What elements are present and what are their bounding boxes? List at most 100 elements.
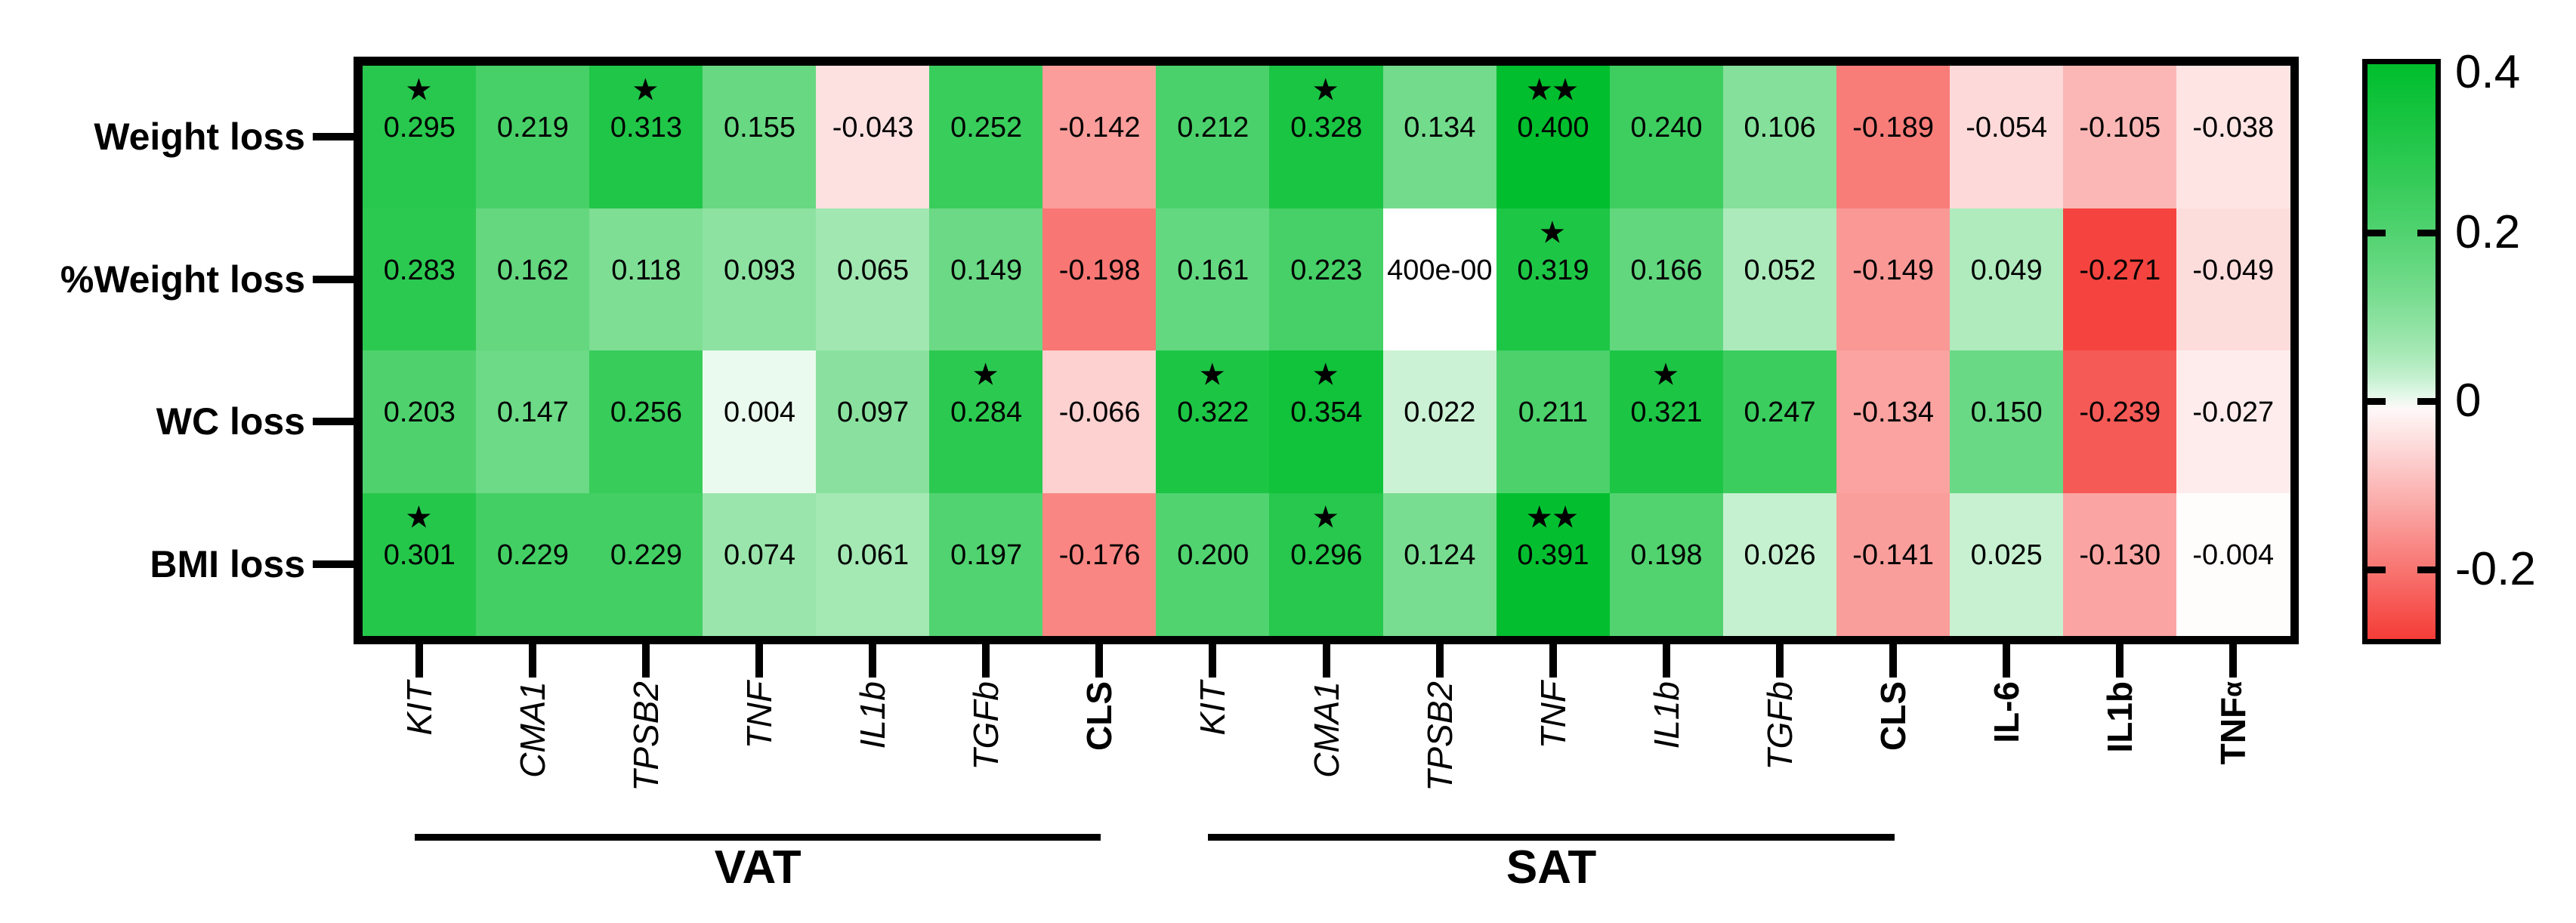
cell-value: 0.155 [723, 112, 796, 144]
heatmap-cell: 0.061 [816, 492, 930, 636]
column-tick [642, 644, 650, 678]
column-label-text: CLS [1080, 681, 1120, 751]
cell-value: 0.211 [1518, 397, 1589, 428]
column-tick [1435, 644, 1444, 678]
column-tick [869, 644, 877, 678]
cell-value: 0.197 [950, 539, 1023, 571]
cell-value: 0.065 [837, 254, 910, 286]
column-label: TGFb [959, 681, 1012, 923]
cell-value: 0.203 [383, 397, 456, 428]
column-label: IL-6 [1980, 681, 2033, 923]
heatmap-cell: -0.066 [1042, 350, 1157, 494]
heatmap-cell: 0.004 [703, 350, 817, 494]
heatmap-cell: 0.161 [1156, 208, 1271, 351]
heatmap-cell: -0.043 [816, 66, 930, 209]
cell-value: 0.026 [1744, 539, 1816, 571]
column-label: KIT [1186, 681, 1239, 923]
cell-value: -0.134 [1852, 397, 1934, 428]
cell-value: 0.301 [383, 539, 456, 571]
significance-stars: ★ [406, 501, 433, 532]
heatmap-cell: 0.219 [476, 66, 590, 209]
cell-value: 0.049 [1970, 254, 2043, 286]
colorbar-tick-label: 0.2 [2455, 206, 2521, 258]
heatmap-cell: 0.240 [1609, 66, 1724, 209]
cell-value: -0.141 [1852, 539, 1934, 571]
heatmap-cell: -0.198 [1042, 208, 1157, 351]
group-label: VAT [714, 841, 802, 894]
cell-value: -0.271 [2079, 254, 2161, 286]
cell-value: 0.313 [610, 112, 682, 144]
column-label-text: CMA1 [1306, 681, 1346, 778]
column-tick [2002, 644, 2010, 678]
cell-value: 0.322 [1177, 397, 1249, 428]
column-tick [1095, 644, 1104, 678]
column-label-text: TNF [1533, 681, 1573, 749]
colorbar [2362, 59, 2441, 644]
heatmap-cell: 0.124 [1382, 492, 1497, 636]
heatmap-cell: ★ 0.284 [929, 350, 1043, 494]
heatmap-cell: -0.239 [2062, 350, 2177, 494]
column-label-text: CMA1 [513, 681, 553, 778]
heatmap-cell: 0.212 [1156, 66, 1271, 209]
cell-value: 0.134 [1404, 112, 1476, 144]
significance-stars: ★★ [1527, 74, 1580, 105]
column-label: CLS [1867, 681, 1920, 923]
cell-value: 0.198 [1630, 539, 1703, 571]
heatmap-cell: -0.149 [1836, 208, 1951, 351]
heatmap-cell: -0.141 [1836, 492, 1951, 636]
column-label-text: TPSB2 [626, 681, 666, 792]
column-tick [1549, 644, 1557, 678]
colorbar-tick-label: -0.2 [2455, 543, 2536, 595]
column-label-text: TPSB2 [1419, 681, 1459, 792]
heatmap-cell: ★ 0.354 [1269, 350, 1384, 494]
colorbar-tick [2417, 566, 2435, 573]
group-label: SAT [1506, 841, 1597, 894]
cell-value: 0.400 [1517, 112, 1589, 144]
colorbar-tick-label: 0.4 [2455, 46, 2521, 98]
heatmap-cell: 0.283 [363, 208, 477, 351]
cell-value: -0.239 [2079, 397, 2161, 428]
group-underline [415, 834, 1101, 841]
greek-alpha-suffix: α [2218, 681, 2247, 697]
colorbar-tick [2417, 229, 2435, 236]
heatmap-cell: ★★ 0.391 [1496, 492, 1611, 636]
cell-value: 0.162 [496, 254, 569, 286]
heatmap-cell: 0.049 [1949, 208, 2064, 351]
cell-value: 0.223 [1290, 254, 1363, 286]
cell-value: 0.229 [610, 539, 682, 571]
cell-value: 0.093 [723, 254, 796, 286]
heatmap-cell: 0.166 [1609, 208, 1724, 351]
cell-value: 0.200 [1177, 539, 1249, 571]
heatmap-cell: 0.198 [1609, 492, 1724, 636]
cell-value: 0.097 [837, 397, 910, 428]
significance-stars: ★ [973, 359, 999, 390]
heatmap-cell: ★ 0.301 [363, 492, 477, 636]
cell-value: 0.061 [837, 539, 910, 571]
heatmap-cell: 0.065 [816, 208, 930, 351]
heatmap-cell: 0.026 [1722, 492, 1837, 636]
cell-value: 0.124 [1404, 539, 1476, 571]
column-tick [2115, 644, 2124, 678]
heatmap-cell: -0.176 [1042, 492, 1157, 636]
column-tick [529, 644, 537, 678]
colorbar-tick-label: 0 [2455, 375, 2482, 427]
column-label-text: IL1b [1646, 681, 1686, 749]
cell-value: -0.176 [1058, 539, 1141, 571]
cell-value: 0.150 [1970, 397, 2043, 428]
heatmap-cell: 0.155 [703, 66, 817, 209]
heatmap-cell: ★ 0.321 [1609, 350, 1724, 494]
colorbar-tick [2368, 397, 2386, 405]
heatmap-cell: -0.189 [1836, 66, 1951, 209]
heatmap-cell: ★★ 0.400 [1496, 66, 1611, 209]
significance-stars: ★ [1653, 359, 1680, 390]
cell-value: 0.147 [496, 397, 569, 428]
significance-stars: ★ [1313, 501, 1339, 532]
column-label-text: TNF [740, 681, 780, 749]
cell-value: 0.247 [1744, 397, 1816, 428]
heatmap-cell: 0.093 [703, 208, 817, 351]
cell-value: 0.219 [496, 112, 569, 144]
column-tick [982, 644, 990, 678]
heatmap-cell: 0.229 [476, 492, 590, 636]
heatmap-cell: 0.147 [476, 350, 590, 494]
row-label: Weight loss [94, 116, 305, 159]
